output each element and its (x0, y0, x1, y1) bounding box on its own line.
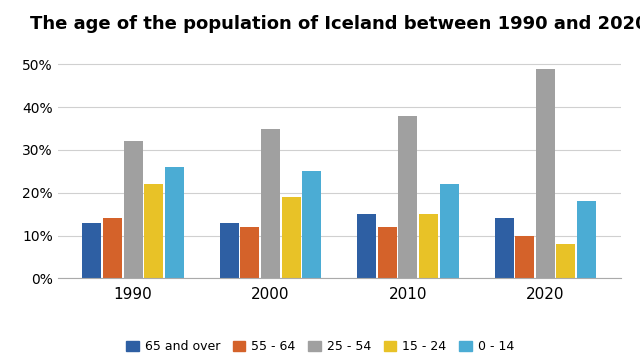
Bar (419, 214, 438, 278)
Bar (124, 141, 143, 278)
Title: The age of the population of Iceland between 1990 and 2020: The age of the population of Iceland bet… (30, 15, 640, 33)
Bar (282, 197, 301, 278)
Bar (399, 116, 417, 278)
Bar (302, 171, 321, 278)
Bar (495, 218, 513, 278)
Bar (357, 214, 376, 278)
Bar (144, 184, 163, 278)
Bar (103, 218, 122, 278)
Bar (220, 223, 239, 278)
Bar (440, 184, 459, 278)
Bar (515, 236, 534, 278)
Bar (378, 227, 397, 278)
Bar (536, 69, 555, 278)
Bar (577, 201, 596, 278)
Bar (83, 223, 101, 278)
Bar (261, 129, 280, 278)
Bar (165, 167, 184, 278)
Bar (556, 244, 575, 278)
Bar (241, 227, 259, 278)
Legend: 65 and over, 55 - 64, 25 - 54, 15 - 24, 0 - 14: 65 and over, 55 - 64, 25 - 54, 15 - 24, … (121, 335, 519, 357)
